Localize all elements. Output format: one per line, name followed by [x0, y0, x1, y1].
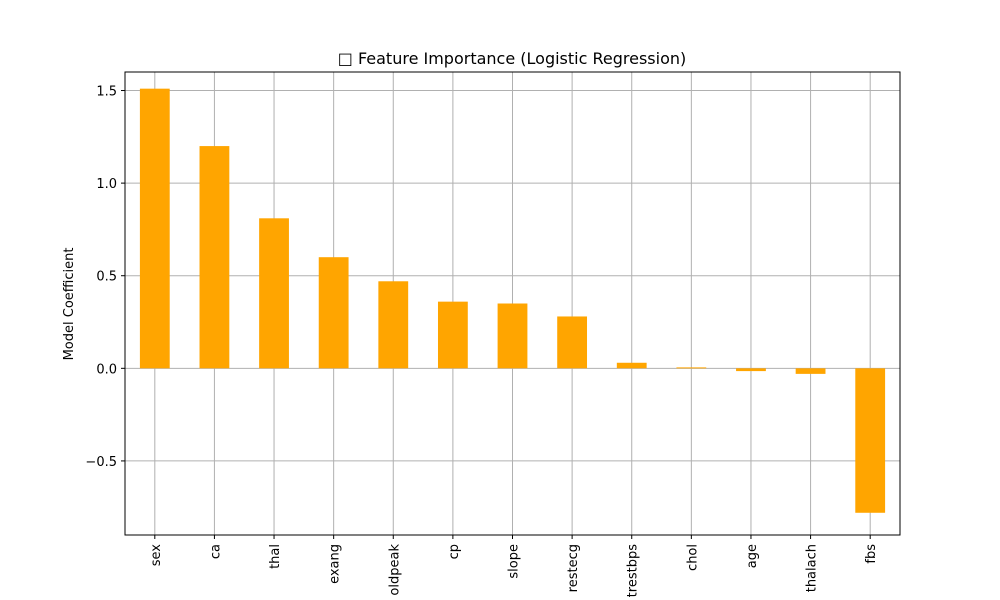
axes: −0.5 0.0 0.5 1.0 1.5 sex ca thal exang oldpeak cp s…	[85, 85, 879, 598]
bar-trestbps	[616, 362, 647, 369]
x-tick-label: fbs	[864, 544, 879, 564]
bar-fbs	[855, 368, 886, 513]
bar-age	[736, 368, 766, 372]
x-tick-label: thalach	[805, 544, 820, 592]
y-tick-label: 0.5	[96, 270, 117, 285]
x-tick-label: trestbps	[626, 544, 641, 598]
bar-ca	[199, 146, 230, 369]
bars	[139, 88, 886, 513]
bar-chol	[676, 367, 707, 369]
bar-slope	[497, 303, 528, 369]
plot-frame	[124, 71, 901, 536]
bar-thal	[259, 218, 289, 369]
x-tick-label: slope	[507, 544, 522, 579]
y-tick-label: 1.5	[96, 85, 117, 100]
bar-oldpeak	[378, 281, 409, 369]
chart-title: □ Feature Importance (Logistic Regressio…	[338, 49, 686, 68]
x-tick-label: age	[745, 544, 760, 568]
bar-sex	[139, 88, 170, 369]
bar-thalach	[795, 368, 826, 374]
bar-restecg	[557, 316, 588, 369]
y-tick-label: 1.0	[96, 177, 117, 192]
y-axis-label: Model Coefficient	[62, 248, 77, 361]
x-tick-label: exang	[328, 544, 343, 584]
y-tick-label: 0.0	[96, 362, 117, 377]
x-tick-label: cp	[447, 544, 462, 559]
x-tick-label: sex	[149, 544, 164, 567]
x-tick-label: chol	[685, 544, 700, 571]
x-tick-label: restecg	[566, 544, 581, 592]
x-tick-label: ca	[208, 544, 223, 559]
y-tick-label: −0.5	[85, 455, 117, 470]
bar-cp	[437, 301, 468, 369]
bar-exang	[318, 257, 349, 369]
x-tick-label: thal	[268, 544, 283, 569]
x-tick-label: oldpeak	[387, 544, 402, 596]
